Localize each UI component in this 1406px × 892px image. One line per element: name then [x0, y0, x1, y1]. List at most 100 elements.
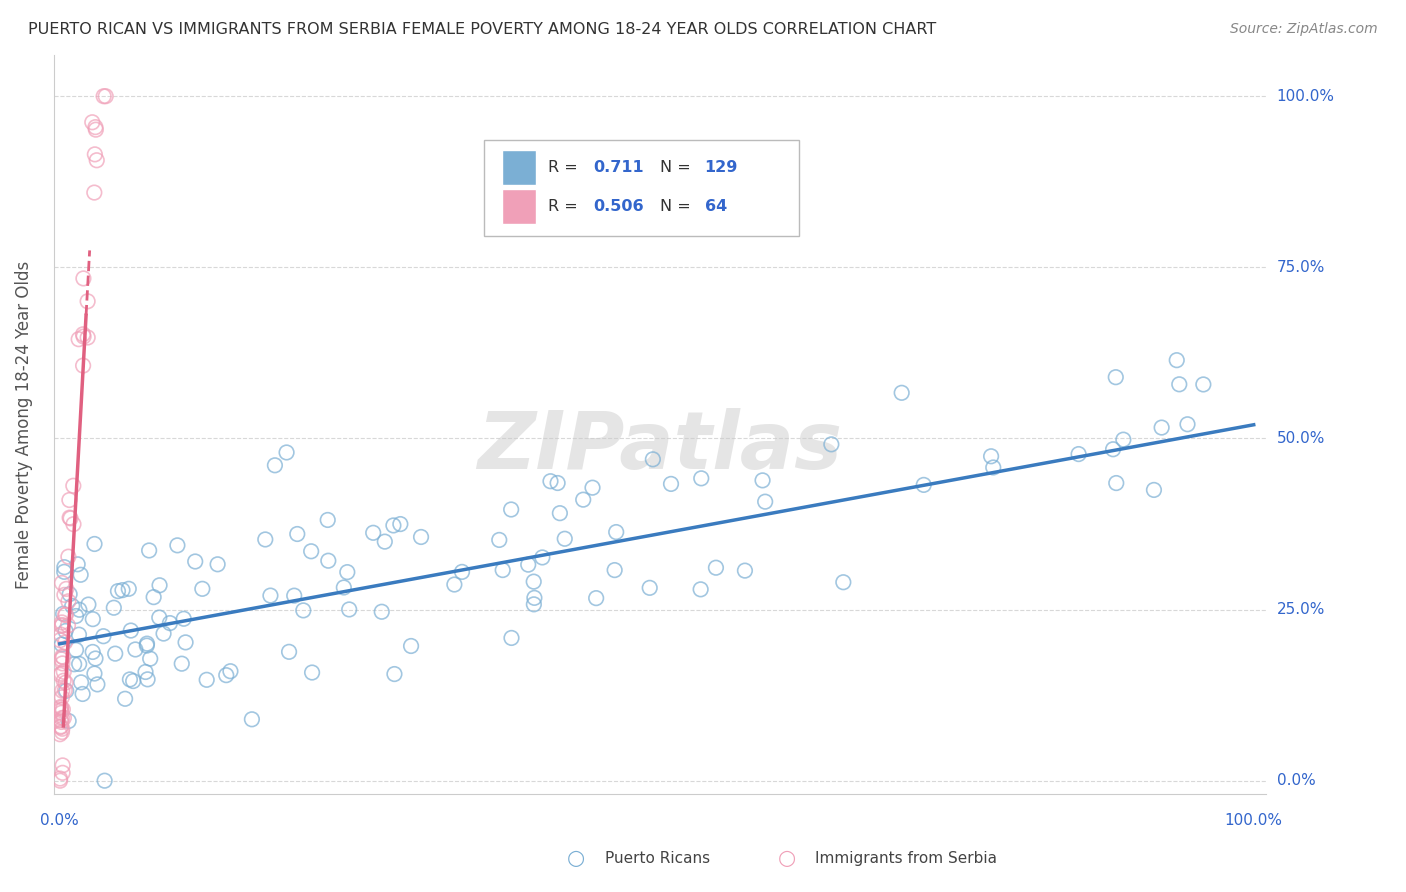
Point: [53, 607, 76, 622]
Point: [62, 517, 84, 532]
Point: [72, 687, 94, 701]
Point: [754, 494, 776, 508]
Point: [603, 563, 626, 577]
Point: [104, 647, 127, 661]
Point: [49, 727, 72, 741]
Point: [1177, 417, 1199, 432]
Point: [72, 359, 94, 373]
Text: 100.0%: 100.0%: [1277, 88, 1334, 103]
Point: [49, 700, 72, 714]
Point: [638, 581, 661, 595]
Point: [51, 714, 73, 729]
Point: [82, 612, 104, 626]
Point: [361, 525, 384, 540]
Point: [51, 690, 73, 705]
Point: [118, 673, 141, 687]
Point: [62, 479, 84, 493]
Point: [1112, 433, 1135, 447]
Text: 0.0%: 0.0%: [1277, 773, 1316, 789]
Point: [890, 385, 912, 400]
Point: [259, 589, 281, 603]
Point: [135, 639, 157, 653]
Point: [139, 651, 162, 665]
Point: [52, 665, 75, 679]
Text: R =: R =: [548, 160, 583, 175]
Point: [689, 582, 711, 597]
Point: [152, 626, 174, 640]
Point: [704, 560, 727, 574]
Point: [58, 549, 80, 564]
Point: [93, 629, 115, 643]
Point: [136, 637, 159, 651]
Text: 0.711: 0.711: [593, 160, 644, 175]
Point: [581, 481, 603, 495]
Point: [443, 577, 465, 591]
Point: [83, 537, 105, 551]
Point: [86, 153, 108, 168]
Point: [585, 591, 607, 606]
Point: [83, 186, 105, 200]
Point: [170, 657, 193, 671]
Point: [523, 598, 546, 612]
Point: [1105, 476, 1128, 491]
Point: [72, 271, 94, 285]
Point: [264, 458, 287, 473]
Point: [51, 711, 73, 725]
Point: [65, 609, 87, 624]
Point: [51, 576, 73, 591]
Point: [547, 475, 569, 490]
Point: [58, 493, 80, 508]
Point: [820, 437, 842, 451]
Point: [215, 668, 238, 682]
Point: [59, 587, 82, 601]
Point: [93, 773, 115, 788]
Point: [67, 657, 90, 671]
Point: [283, 589, 305, 603]
Text: Puerto Ricans: Puerto Ricans: [605, 851, 710, 865]
Point: [1105, 370, 1128, 384]
Text: N =: N =: [659, 199, 696, 214]
Point: [292, 603, 315, 617]
Point: [523, 574, 546, 589]
Point: [207, 558, 229, 572]
Point: [67, 332, 90, 346]
Point: [55, 675, 77, 690]
Point: [1166, 353, 1188, 368]
Point: [49, 719, 72, 733]
Point: [51, 706, 73, 720]
Point: [517, 558, 540, 572]
Point: [278, 645, 301, 659]
Point: [159, 616, 181, 631]
Point: [63, 657, 86, 672]
Point: [980, 450, 1002, 464]
Point: [51, 652, 73, 666]
Point: [49, 633, 72, 648]
Text: 25.0%: 25.0%: [1277, 602, 1324, 617]
Point: [316, 513, 339, 527]
Text: 50.0%: 50.0%: [1277, 431, 1324, 446]
Text: Immigrants from Serbia: Immigrants from Serbia: [815, 851, 997, 865]
Point: [51, 649, 73, 664]
Point: [56, 618, 79, 632]
Point: [195, 673, 218, 687]
Text: 129: 129: [704, 160, 738, 175]
Point: [67, 603, 90, 617]
Point: [299, 544, 322, 558]
Point: [52, 702, 75, 716]
Text: ○: ○: [568, 848, 585, 868]
Point: [55, 607, 77, 622]
Point: [58, 714, 80, 728]
Text: 64: 64: [704, 199, 727, 214]
Point: [72, 329, 94, 343]
Point: [103, 600, 125, 615]
Point: [488, 533, 510, 547]
Point: [55, 582, 77, 596]
Text: N =: N =: [659, 160, 696, 175]
Point: [52, 758, 75, 772]
Point: [382, 518, 405, 533]
Point: [76, 294, 98, 309]
Point: [122, 674, 145, 689]
Point: [981, 460, 1004, 475]
Point: [82, 645, 104, 659]
Point: [93, 89, 115, 103]
